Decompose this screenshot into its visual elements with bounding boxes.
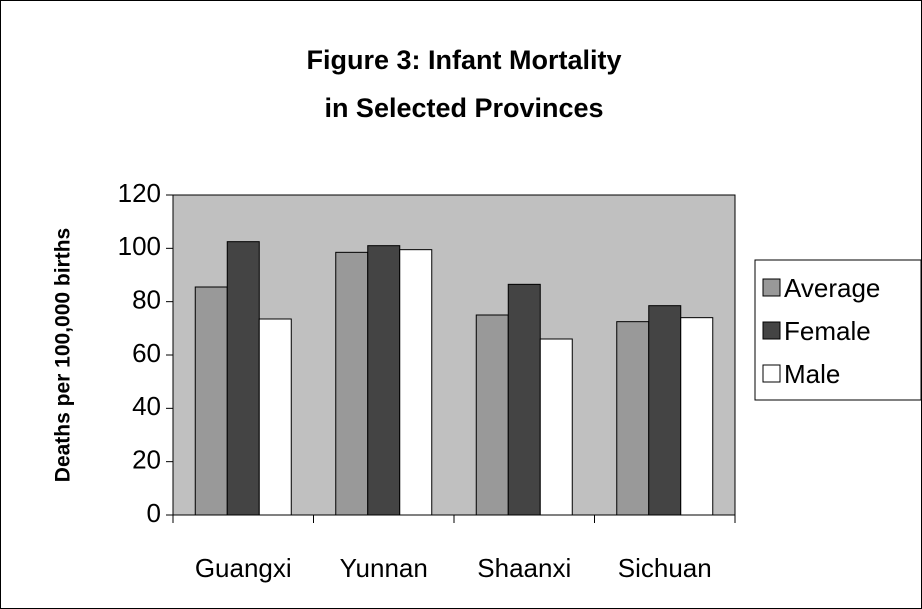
y-tick-label: 120 xyxy=(118,178,161,208)
bar xyxy=(648,305,682,516)
legend xyxy=(754,259,922,401)
y-tick-label: 80 xyxy=(132,285,161,315)
y-tick-label: 0 xyxy=(147,498,161,528)
legend-swatch xyxy=(762,321,781,340)
legend-swatch xyxy=(762,364,781,383)
legend-label: Average xyxy=(784,273,880,303)
x-tick-label: Shaanxi xyxy=(477,553,571,583)
legend-swatch xyxy=(762,278,781,297)
legend-label: Female xyxy=(784,316,871,346)
bar xyxy=(539,338,573,516)
bar xyxy=(194,286,228,516)
y-tick-label: 20 xyxy=(132,445,161,475)
x-tick-label: Yunnan xyxy=(340,553,428,583)
y-tick-label: 40 xyxy=(132,391,161,421)
bar xyxy=(258,318,292,516)
x-tick-label: Sichuan xyxy=(618,553,712,583)
bar xyxy=(226,241,260,516)
y-tick-label: 100 xyxy=(118,231,161,261)
bar xyxy=(367,245,401,516)
bar xyxy=(335,251,369,516)
x-tick-label: Guangxi xyxy=(195,553,292,583)
bar xyxy=(616,321,650,516)
bar xyxy=(680,317,714,516)
chart-title: in Selected Provinces xyxy=(324,93,603,123)
y-tick-label: 60 xyxy=(132,338,161,368)
bar xyxy=(475,314,509,516)
bar xyxy=(399,249,433,516)
legend-label: Male xyxy=(784,359,840,389)
bar xyxy=(507,283,541,516)
y-axis-label: Deaths per 100,000 births xyxy=(52,228,75,482)
chart-title: Figure 3: Infant Mortality xyxy=(306,45,621,75)
